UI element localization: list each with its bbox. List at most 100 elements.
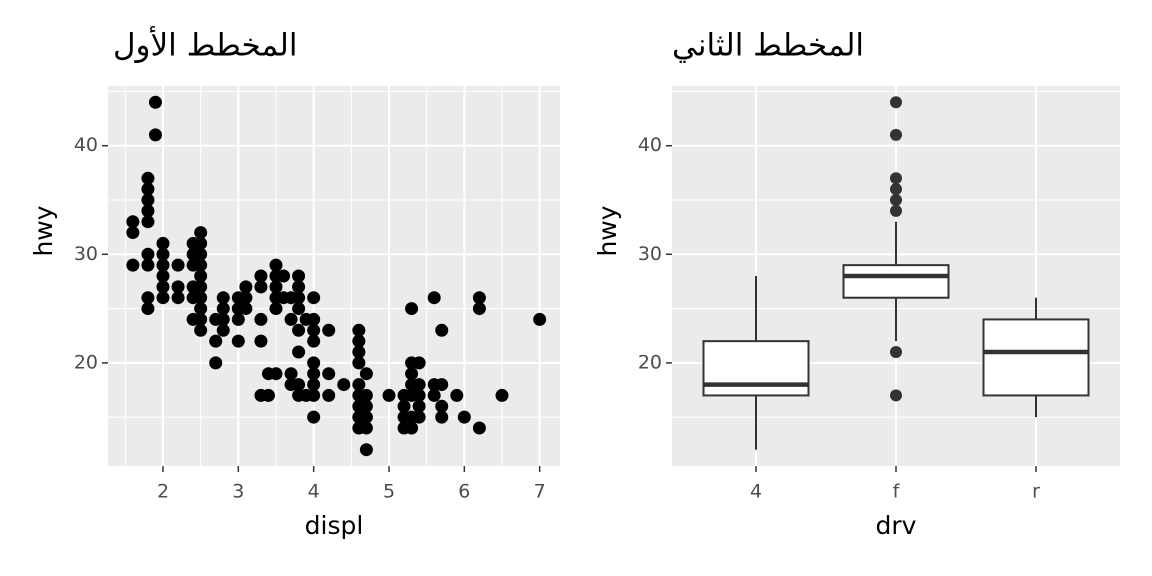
outlier: [890, 172, 902, 185]
point: [254, 280, 268, 294]
x-tick-label: f: [893, 481, 901, 503]
x-tick-label: 7: [534, 481, 546, 503]
point: [307, 378, 321, 392]
point: [126, 226, 140, 240]
chart-title: المخطط الثاني: [672, 28, 864, 64]
point: [269, 302, 283, 316]
point: [337, 378, 351, 392]
box: [982, 318, 1090, 397]
chart-title: المخطط الأول: [113, 26, 298, 64]
point: [156, 247, 170, 261]
point: [359, 367, 373, 381]
point: [284, 367, 298, 381]
point: [194, 247, 208, 261]
point: [194, 269, 208, 283]
point: [216, 291, 230, 305]
point: [292, 378, 306, 392]
point: [141, 215, 155, 229]
point: [254, 312, 268, 326]
point: [307, 367, 321, 381]
point: [269, 258, 283, 272]
point: [156, 291, 170, 305]
point: [171, 258, 185, 272]
point: [352, 334, 366, 348]
point: [194, 323, 208, 337]
point: [292, 280, 306, 294]
point: [209, 334, 223, 348]
point: [359, 443, 373, 457]
point: [171, 280, 185, 294]
point: [216, 302, 230, 316]
point: [141, 258, 155, 272]
outlier: [890, 128, 902, 141]
point: [141, 291, 155, 305]
point: [194, 258, 208, 272]
point: [194, 302, 208, 316]
point: [307, 323, 321, 337]
point: [216, 323, 230, 337]
point: [472, 291, 486, 305]
point: [412, 410, 426, 424]
point: [405, 302, 419, 316]
point: [472, 302, 486, 316]
point: [269, 280, 283, 294]
point: [397, 399, 411, 413]
point: [156, 258, 170, 272]
outlier: [890, 96, 902, 109]
point: [307, 356, 321, 370]
point: [194, 312, 208, 326]
point: [457, 410, 471, 424]
point: [141, 204, 155, 218]
point: [307, 291, 321, 305]
outlier: [890, 194, 902, 206]
point: [141, 302, 155, 316]
point: [156, 269, 170, 283]
x-tick-label: 6: [458, 481, 470, 503]
panel-background: [108, 86, 560, 466]
point: [254, 269, 268, 283]
point: [194, 291, 208, 305]
x-tick-label: 3: [232, 481, 244, 503]
point: [412, 388, 426, 402]
point: [352, 345, 366, 359]
point: [352, 323, 366, 337]
point: [141, 182, 155, 196]
x-tick-label: 4: [750, 481, 762, 503]
y-axis-title: hwy: [29, 205, 58, 256]
point: [322, 323, 336, 337]
point: [254, 334, 268, 348]
point: [171, 291, 185, 305]
point: [156, 236, 170, 250]
point: [472, 421, 486, 435]
point: [412, 378, 426, 392]
point: [292, 269, 306, 283]
x-tick-label: 4: [308, 481, 320, 503]
point: [435, 323, 449, 337]
point: [435, 410, 449, 424]
point: [405, 421, 419, 435]
x-tick-label: 5: [383, 481, 395, 503]
point: [292, 302, 306, 316]
point: [359, 410, 373, 424]
point: [148, 128, 162, 142]
point: [292, 345, 306, 359]
point: [359, 421, 373, 435]
point: [307, 410, 321, 424]
point: [148, 95, 162, 109]
point: [126, 215, 140, 229]
box: [842, 264, 950, 299]
point: [359, 399, 373, 413]
point: [269, 367, 283, 381]
y-tick-label: 40: [74, 134, 98, 156]
outlier: [890, 204, 902, 217]
point: [239, 280, 253, 294]
point: [427, 291, 441, 305]
point: [216, 312, 230, 326]
point: [284, 312, 298, 326]
y-tick-label: 20: [638, 351, 662, 373]
point: [194, 236, 208, 250]
y-tick-label: 20: [74, 351, 98, 373]
point: [435, 378, 449, 392]
point: [156, 280, 170, 294]
point: [352, 356, 366, 370]
